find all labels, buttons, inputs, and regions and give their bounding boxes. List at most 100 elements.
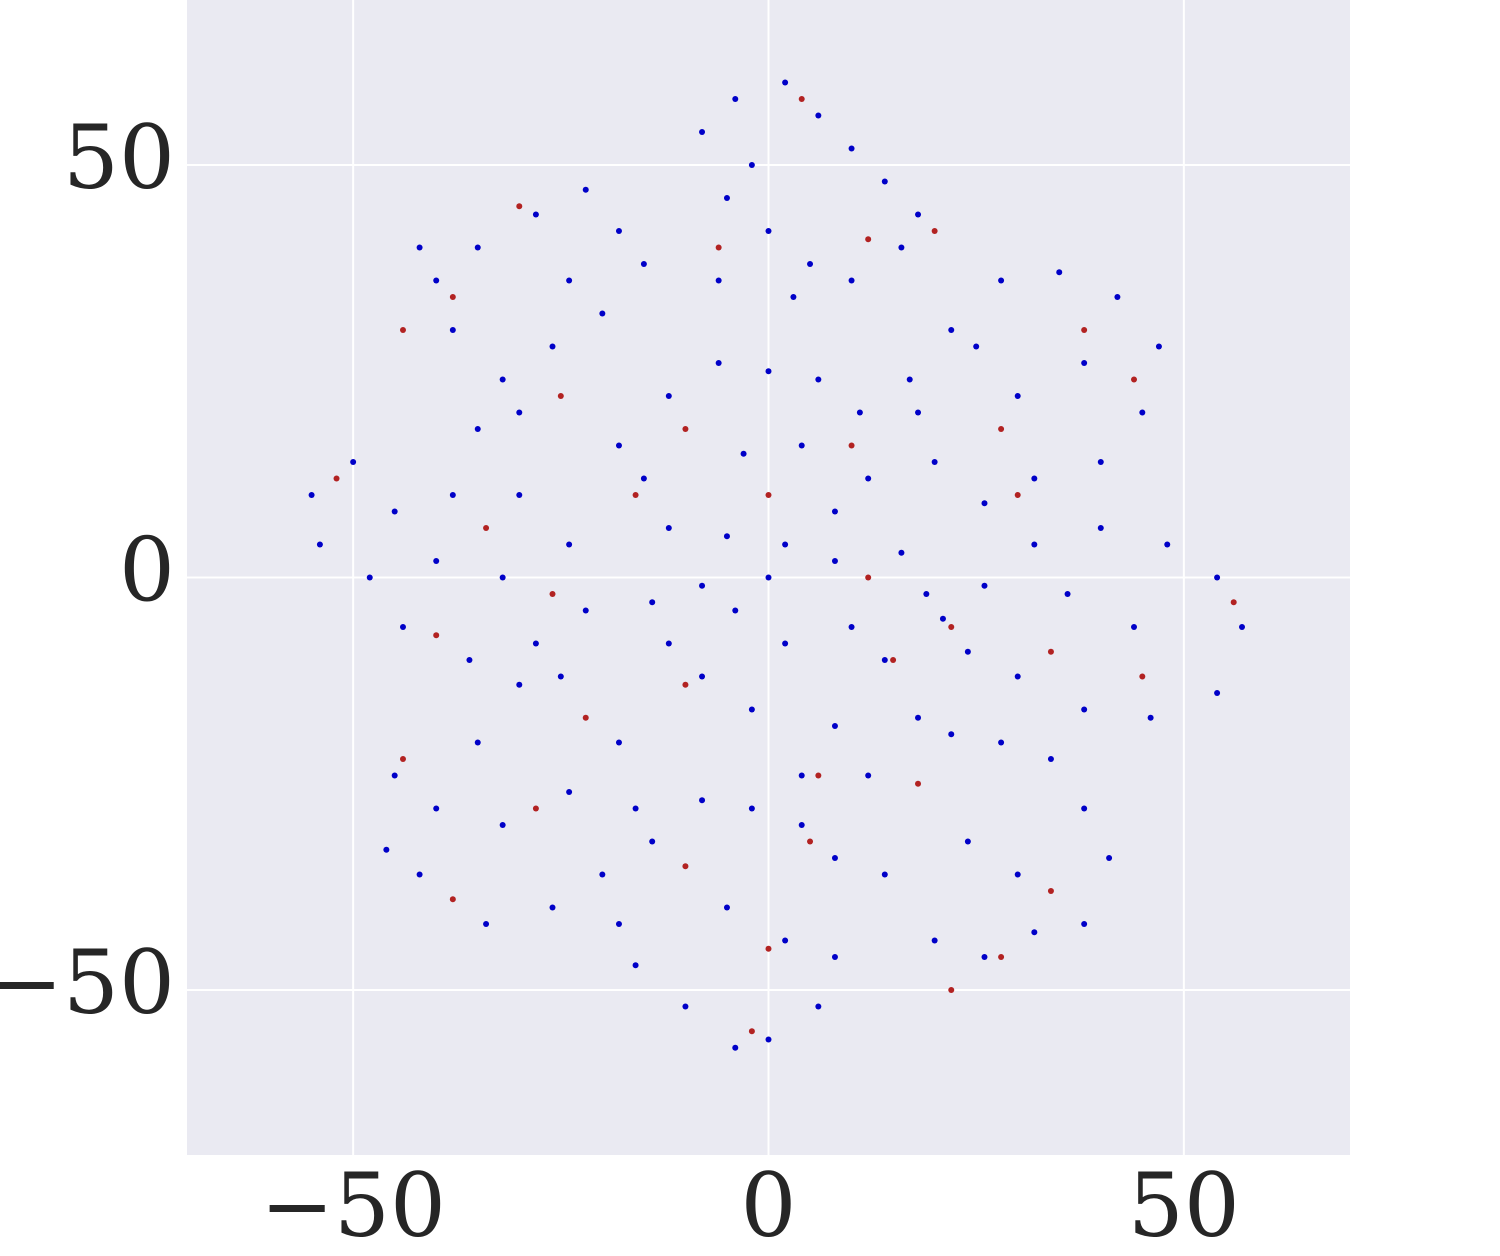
point	[815, 376, 822, 383]
point	[566, 789, 573, 795]
point	[308, 492, 315, 498]
point	[649, 599, 656, 606]
point	[532, 640, 539, 647]
point	[1081, 805, 1088, 812]
point	[881, 657, 888, 663]
point	[1047, 756, 1054, 762]
point	[632, 805, 639, 812]
point	[474, 426, 481, 432]
point	[998, 277, 1005, 284]
point	[433, 558, 440, 564]
point	[765, 368, 772, 375]
point	[931, 228, 938, 234]
point	[723, 533, 730, 540]
point	[1097, 459, 1104, 465]
point	[715, 360, 722, 366]
point	[948, 624, 955, 630]
point	[399, 756, 406, 762]
point	[557, 673, 564, 680]
point	[615, 739, 622, 746]
point	[483, 921, 490, 927]
point	[748, 1028, 755, 1035]
point	[981, 582, 988, 589]
point	[848, 624, 855, 630]
point	[416, 871, 423, 878]
point	[433, 277, 440, 284]
point	[449, 294, 456, 300]
point	[474, 244, 481, 251]
point	[557, 393, 564, 399]
point	[723, 904, 730, 911]
point	[915, 780, 922, 787]
point	[898, 244, 905, 251]
point	[516, 203, 523, 210]
point	[649, 838, 656, 845]
point	[1081, 327, 1088, 333]
point	[1097, 525, 1104, 531]
point	[765, 492, 772, 498]
point	[1081, 921, 1088, 927]
point	[516, 492, 523, 498]
point	[732, 96, 739, 102]
point	[831, 508, 838, 515]
y-tick-label: 50	[63, 106, 175, 209]
point	[449, 327, 456, 333]
point	[1131, 376, 1138, 383]
point	[748, 805, 755, 812]
point	[499, 574, 506, 581]
point	[1139, 673, 1146, 680]
point	[915, 714, 922, 721]
point	[765, 1036, 772, 1043]
point	[782, 541, 789, 548]
point	[939, 615, 946, 622]
point	[665, 640, 672, 647]
point	[699, 582, 706, 589]
point	[699, 673, 706, 680]
point	[931, 937, 938, 944]
point	[632, 492, 639, 498]
point	[1014, 393, 1021, 399]
point	[416, 244, 423, 251]
point	[1230, 599, 1237, 606]
point	[1031, 541, 1038, 548]
point	[632, 962, 639, 969]
point	[532, 805, 539, 812]
point	[998, 739, 1005, 746]
point	[1047, 888, 1054, 894]
point	[449, 492, 456, 498]
point	[640, 475, 647, 482]
point	[881, 871, 888, 878]
point	[865, 574, 872, 581]
point	[848, 277, 855, 284]
point	[682, 1003, 689, 1010]
point	[582, 607, 589, 614]
point	[682, 426, 689, 432]
point	[499, 376, 506, 383]
point	[782, 640, 789, 647]
point	[682, 681, 689, 688]
point	[881, 178, 888, 185]
point	[973, 343, 980, 350]
point	[890, 657, 897, 663]
point	[1031, 475, 1038, 482]
point	[831, 954, 838, 960]
point	[549, 904, 556, 911]
point	[798, 442, 805, 449]
point	[964, 648, 971, 655]
x-tick-label: −50	[260, 1154, 446, 1252]
point	[665, 525, 672, 531]
point	[366, 574, 373, 581]
point	[798, 772, 805, 779]
point	[915, 409, 922, 416]
point	[391, 772, 398, 779]
point	[998, 426, 1005, 432]
y-tick-label: −50	[0, 931, 175, 1034]
point	[831, 723, 838, 729]
point	[848, 145, 855, 152]
point	[732, 607, 739, 614]
point	[765, 945, 772, 952]
point	[1014, 492, 1021, 498]
point	[483, 525, 490, 531]
point	[399, 624, 406, 630]
